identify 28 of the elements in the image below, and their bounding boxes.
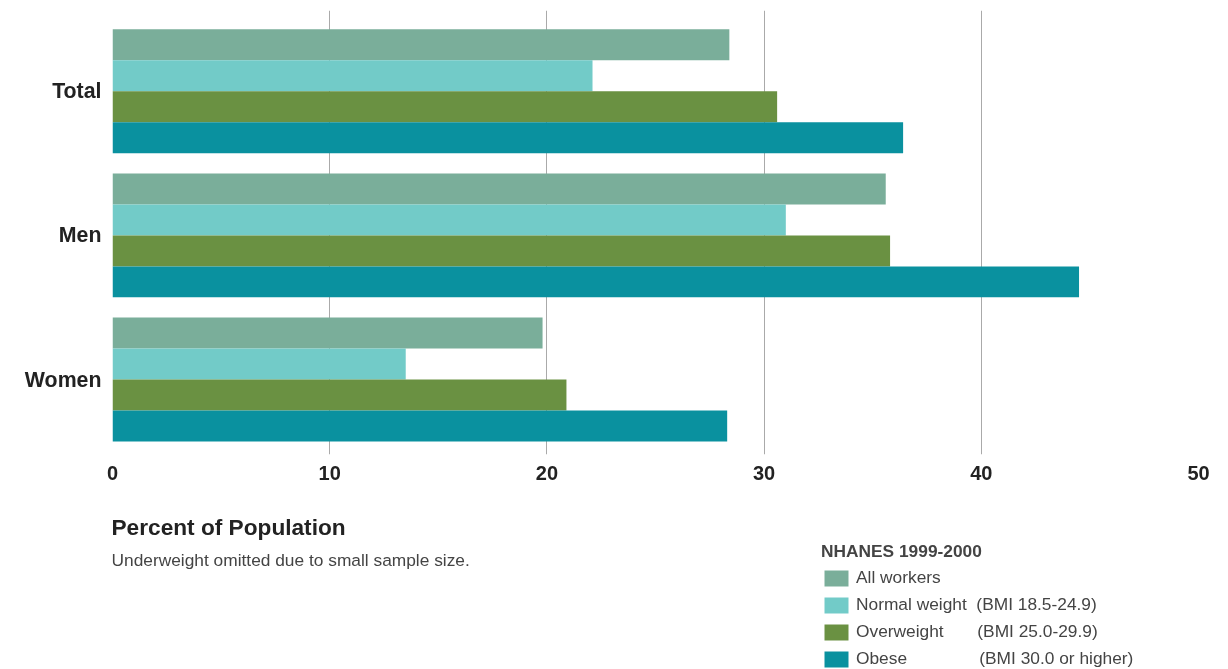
bar xyxy=(112,60,593,92)
legend-label: Normal weight (BMI 18.5-24.9) xyxy=(856,594,1097,615)
x-tick-label: 50 xyxy=(1187,461,1210,484)
bar xyxy=(112,317,543,349)
y-tick-label: Total xyxy=(52,79,102,104)
y-tick-label: Women xyxy=(24,367,102,392)
bar xyxy=(112,348,406,380)
bar xyxy=(112,235,891,267)
bar xyxy=(112,29,730,61)
x-tick-label: 40 xyxy=(970,461,993,484)
text: Underweight omitted due to small sample size. xyxy=(111,549,470,570)
legend-label: Obese (BMI 30.0 or higher) xyxy=(856,648,1134,669)
x-tick-label: 30 xyxy=(752,461,776,484)
legend-label: All workers xyxy=(856,567,941,588)
bar xyxy=(112,266,1080,298)
legend-label: Overweight (BMI 25.0-29.9) xyxy=(856,621,1098,642)
x-axis-title: Percent of Population xyxy=(111,513,346,540)
bar xyxy=(112,173,886,205)
bar xyxy=(112,91,778,123)
legend-title: NHANES 1999-2000 xyxy=(821,541,983,562)
bar xyxy=(112,122,904,154)
x-tick-label: 20 xyxy=(535,461,559,484)
bar xyxy=(112,410,728,442)
x-tick-label: 0 xyxy=(106,461,119,484)
y-tick-label: Men xyxy=(58,223,102,248)
bar xyxy=(112,379,567,411)
x-tick-label: 10 xyxy=(318,461,341,484)
bar xyxy=(112,204,786,236)
